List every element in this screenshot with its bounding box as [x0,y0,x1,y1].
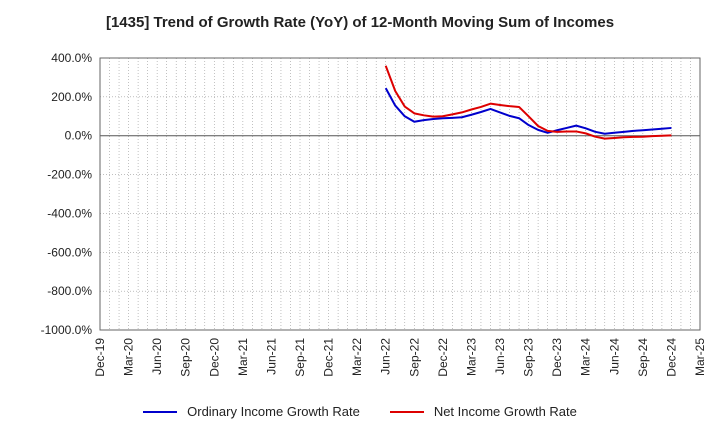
x-tick-label: Dec-21 [322,338,336,377]
x-tick-label: Dec-20 [207,338,221,377]
x-tick-label: Mar-20 [122,338,136,376]
legend-label-net: Net Income Growth Rate [433,404,577,419]
series-line-net-income [384,65,672,140]
legend-item-net: Net Income Growth Rate [389,404,577,419]
x-tick-label: Sep-20 [179,338,193,377]
y-tick-label: -400.0% [47,206,92,220]
x-tick-label: Dec-24 [664,338,678,377]
x-tick-label: Sep-22 [407,338,421,377]
legend-swatch-ordinary [143,410,178,413]
x-tick-label: Sep-21 [293,338,307,377]
chart-title: [1435] Trend of Growth Rate (YoY) of 12-… [105,14,615,31]
x-tick-label: Jun-21 [264,338,278,375]
legend-swatch-net [389,410,424,413]
x-tick-label: Jun-20 [150,338,164,375]
x-tick-label: Dec-19 [93,338,107,377]
y-tick-label: -800.0% [47,284,92,298]
line-chart: 400.0% 200.0% 0.0% -200.0% -400.0% -600.0% -80… [41,51,707,377]
x-tick-label: Mar-24 [579,338,593,376]
x-tick-label: Mar-23 [464,338,478,376]
x-tick-label: Jun-24 [607,338,621,375]
x-tick-label: Sep-23 [522,338,536,377]
plot-area [100,58,700,330]
y-tick-label: -200.0% [47,168,92,182]
y-tick-label: 200.0% [51,90,92,104]
legend-item-ordinary: Ordinary Income Growth Rate [143,404,360,419]
y-tick-label: -1000.0% [41,323,93,337]
x-tick-label: Dec-23 [550,338,564,377]
series-line-ordinary-income [384,87,672,135]
x-tick-label: Sep-24 [636,338,650,377]
plot-border [99,57,701,331]
y-tick-label: 400.0% [51,51,92,65]
legend: Ordinary Income Growth Rate Net Income G… [0,404,720,419]
y-tick-label: -600.0% [47,245,92,259]
x-tick-label: Jun-22 [379,338,393,375]
x-tick-label: Jun-23 [493,338,507,375]
y-tick-label: 0.0% [65,129,93,143]
x-tick-label: Mar-22 [350,338,364,376]
x-tick-label: Dec-22 [436,338,450,377]
x-tick-label: Mar-21 [236,338,250,376]
x-tick-label: Mar-25 [693,338,707,376]
legend-label-ordinary: Ordinary Income Growth Rate [187,404,360,419]
